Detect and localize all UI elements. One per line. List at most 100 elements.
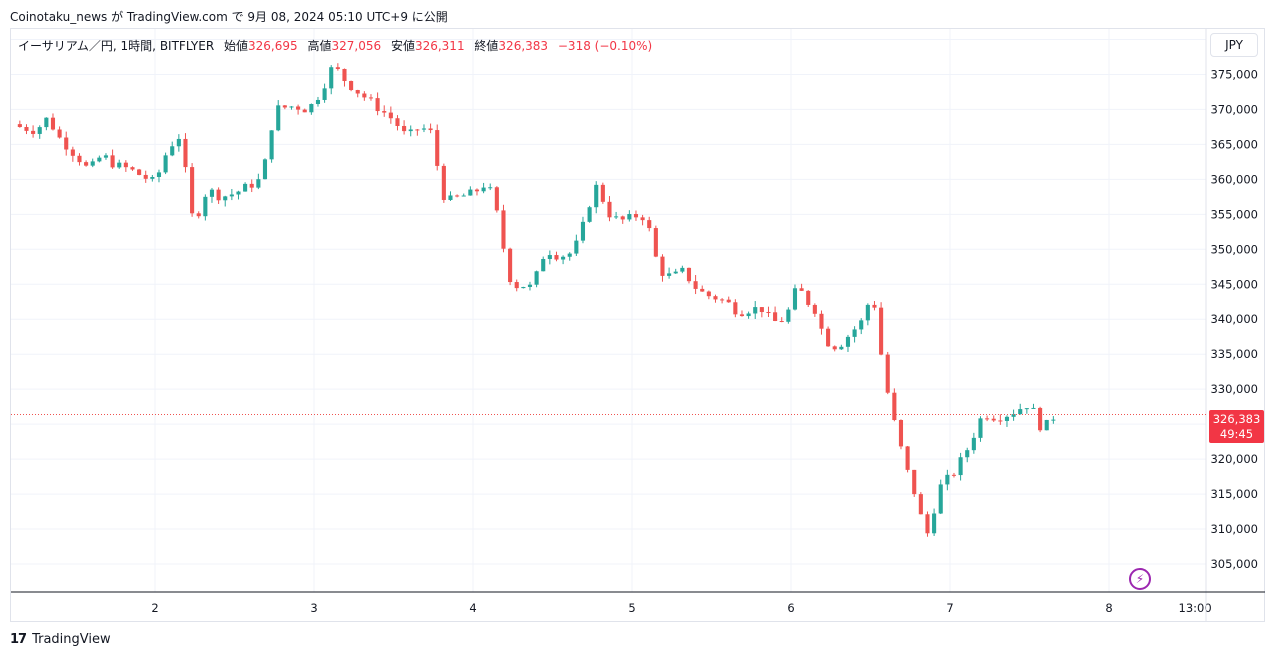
candle-up: [574, 240, 579, 254]
candle-up: [37, 127, 42, 134]
candle-up: [859, 320, 864, 330]
close-value: 326,383: [498, 39, 549, 53]
x-tick-label: 5: [628, 601, 635, 615]
candle-down: [925, 514, 930, 534]
candle-down: [402, 125, 407, 132]
candle-up: [1051, 419, 1056, 421]
chart-frame: [10, 28, 1265, 622]
candle-up: [309, 104, 314, 113]
candle-down: [600, 184, 605, 202]
candle-down: [554, 255, 559, 260]
candle-down: [435, 130, 440, 166]
candle-down: [653, 228, 658, 257]
candle-up: [547, 255, 552, 260]
candle-up: [667, 273, 672, 276]
y-tick-label: 315,000: [1210, 487, 1258, 501]
candle-down: [375, 98, 380, 112]
high-label: 高値: [307, 39, 332, 53]
last-price: 326,383: [1212, 412, 1261, 426]
candle-down: [773, 312, 778, 322]
candle-up: [236, 191, 241, 195]
candle-down: [812, 304, 817, 314]
candle-up: [262, 159, 268, 180]
candle-up: [932, 513, 937, 534]
candle-up: [673, 271, 678, 274]
candle-down: [282, 105, 287, 108]
open-label: 始値: [224, 39, 249, 53]
candle-down: [24, 127, 29, 131]
candle-up: [945, 474, 950, 485]
candle-down: [183, 138, 188, 168]
candle-up: [488, 187, 493, 189]
candle-down: [885, 354, 890, 393]
y-tick-label: 330,000: [1210, 382, 1258, 396]
candle-up: [594, 184, 599, 208]
candle-up: [163, 155, 168, 173]
candle-up: [1031, 407, 1036, 409]
candle-down: [508, 248, 513, 283]
candle-up: [229, 194, 234, 197]
publish-caption: Coinotaku_news が TradingView.com で 9月 08…: [10, 10, 448, 24]
candle-down: [779, 321, 784, 323]
candle-down: [110, 155, 115, 168]
candle-down: [335, 67, 340, 69]
candle-down: [84, 162, 89, 166]
y-tick-label: 340,000: [1210, 312, 1258, 326]
candle-down: [918, 494, 923, 515]
candle-up: [958, 457, 963, 476]
candle-up: [567, 253, 572, 257]
y-tick-label: 305,000: [1210, 557, 1258, 571]
candle-up: [746, 313, 751, 317]
change-value: −318 (−0.10%): [557, 39, 653, 53]
candle-up: [170, 146, 175, 156]
candle-down: [57, 129, 62, 138]
tradingview-logo-icon: 17: [10, 632, 27, 647]
candle-down: [998, 420, 1003, 422]
candle-up: [1011, 414, 1016, 417]
candle-up: [269, 130, 274, 160]
candle-up: [965, 450, 970, 458]
candle-down: [514, 282, 519, 289]
candle-down: [368, 97, 374, 99]
x-tick-label: 3: [310, 601, 317, 615]
candle-up: [203, 196, 208, 217]
candle-down: [388, 112, 393, 119]
candle-down: [342, 68, 347, 82]
candle-down: [216, 189, 221, 201]
tradingview-branding[interactable]: 17 TradingView: [10, 632, 111, 647]
candle-up: [461, 195, 466, 197]
candle-down: [706, 291, 711, 297]
candle-down: [620, 216, 625, 220]
candle-up: [468, 189, 473, 196]
y-tick-label: 320,000: [1210, 452, 1258, 466]
candle-up: [276, 105, 281, 131]
candle-down: [799, 288, 804, 291]
currency-button[interactable]: JPY: [1210, 33, 1258, 57]
candle-down: [991, 418, 996, 421]
candle-down: [196, 213, 201, 217]
candle-up: [971, 437, 976, 451]
bar-countdown: 49:45: [1219, 427, 1254, 441]
candle-down: [137, 169, 142, 175]
x-tick-label: 8: [1105, 601, 1112, 615]
symbol-label[interactable]: イーサリアム／円, 1時間, BITFLYER: [18, 39, 215, 53]
candle-up: [44, 117, 49, 128]
candle-up: [852, 329, 857, 337]
candle-up: [786, 309, 791, 322]
candle-down: [640, 217, 645, 221]
ohlc-legend: イーサリアム／円, 1時間, BITFLYER 始値326,695 高値327,…: [18, 37, 658, 54]
candle-up: [680, 267, 685, 272]
candle-up: [408, 129, 413, 132]
lightning-icon[interactable]: ⚡: [1129, 568, 1151, 590]
high-value: 327,056: [331, 39, 382, 53]
candle-down: [633, 214, 639, 218]
x-tick-label: 13:00: [1179, 601, 1212, 615]
candle-down: [130, 167, 135, 170]
brand-name: TradingView: [32, 632, 111, 647]
candle-down: [494, 187, 499, 211]
y-tick-label: 335,000: [1210, 347, 1258, 361]
candle-up: [103, 155, 109, 158]
candle-down: [123, 162, 128, 168]
candle-down: [77, 155, 82, 163]
